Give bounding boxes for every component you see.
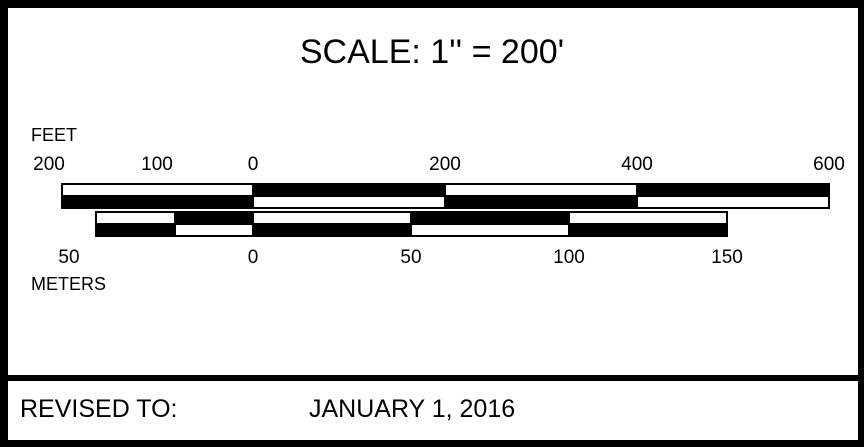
meters-bar-segment <box>252 223 412 237</box>
meters-bar-segment <box>174 211 254 225</box>
frame-bottom-border <box>0 440 864 447</box>
feet-bar-segment <box>61 183 254 197</box>
section-divider <box>0 375 864 381</box>
meters-bar-segment <box>95 211 176 225</box>
meters-unit-label: METERS <box>31 274 107 294</box>
revised-to-label: REVISED TO: <box>20 395 178 423</box>
meters-bar-segment <box>252 211 412 225</box>
meters-tick-label: 100 <box>553 247 585 268</box>
feet-tick-label: 0 <box>247 154 259 175</box>
feet-tick-label: 600 <box>813 154 845 175</box>
revision-date: JANUARY 1, 2016 <box>309 395 516 423</box>
feet-bar-segment <box>61 195 254 209</box>
meters-bar-segment <box>174 223 254 237</box>
feet-tick-label: 200 <box>33 154 65 175</box>
meters-bar-segment <box>568 223 728 237</box>
meters-bar-segment <box>410 223 570 237</box>
frame-left-border <box>0 0 8 447</box>
meters-bar-segment <box>410 211 570 225</box>
meters-tick-label: 50 <box>58 247 80 268</box>
frame-top-border <box>0 0 864 8</box>
meters-tick-label: 150 <box>711 247 743 268</box>
feet-bar-segment <box>636 183 830 197</box>
feet-bar-segment <box>444 183 638 197</box>
revision-line: REVISED TO: JANUARY 1, 2016 <box>20 394 515 424</box>
meters-tick-label: 0 <box>247 247 259 268</box>
feet-unit-label: FEET <box>31 125 78 145</box>
feet-tick-label: 400 <box>621 154 653 175</box>
feet-bar-segment <box>252 183 446 197</box>
meters-tick-label: 50 <box>400 247 422 268</box>
feet-tick-label: 200 <box>429 154 461 175</box>
feet-bar-segment <box>636 195 830 209</box>
feet-tick-label: 100 <box>141 154 173 175</box>
scale-title: SCALE: 1'' = 200' <box>299 33 565 71</box>
feet-bar-segment <box>444 195 638 209</box>
frame-right-border <box>858 0 864 447</box>
meters-bar-segment <box>95 223 176 237</box>
feet-bar-segment <box>252 195 446 209</box>
meters-bar-segment <box>568 211 728 225</box>
